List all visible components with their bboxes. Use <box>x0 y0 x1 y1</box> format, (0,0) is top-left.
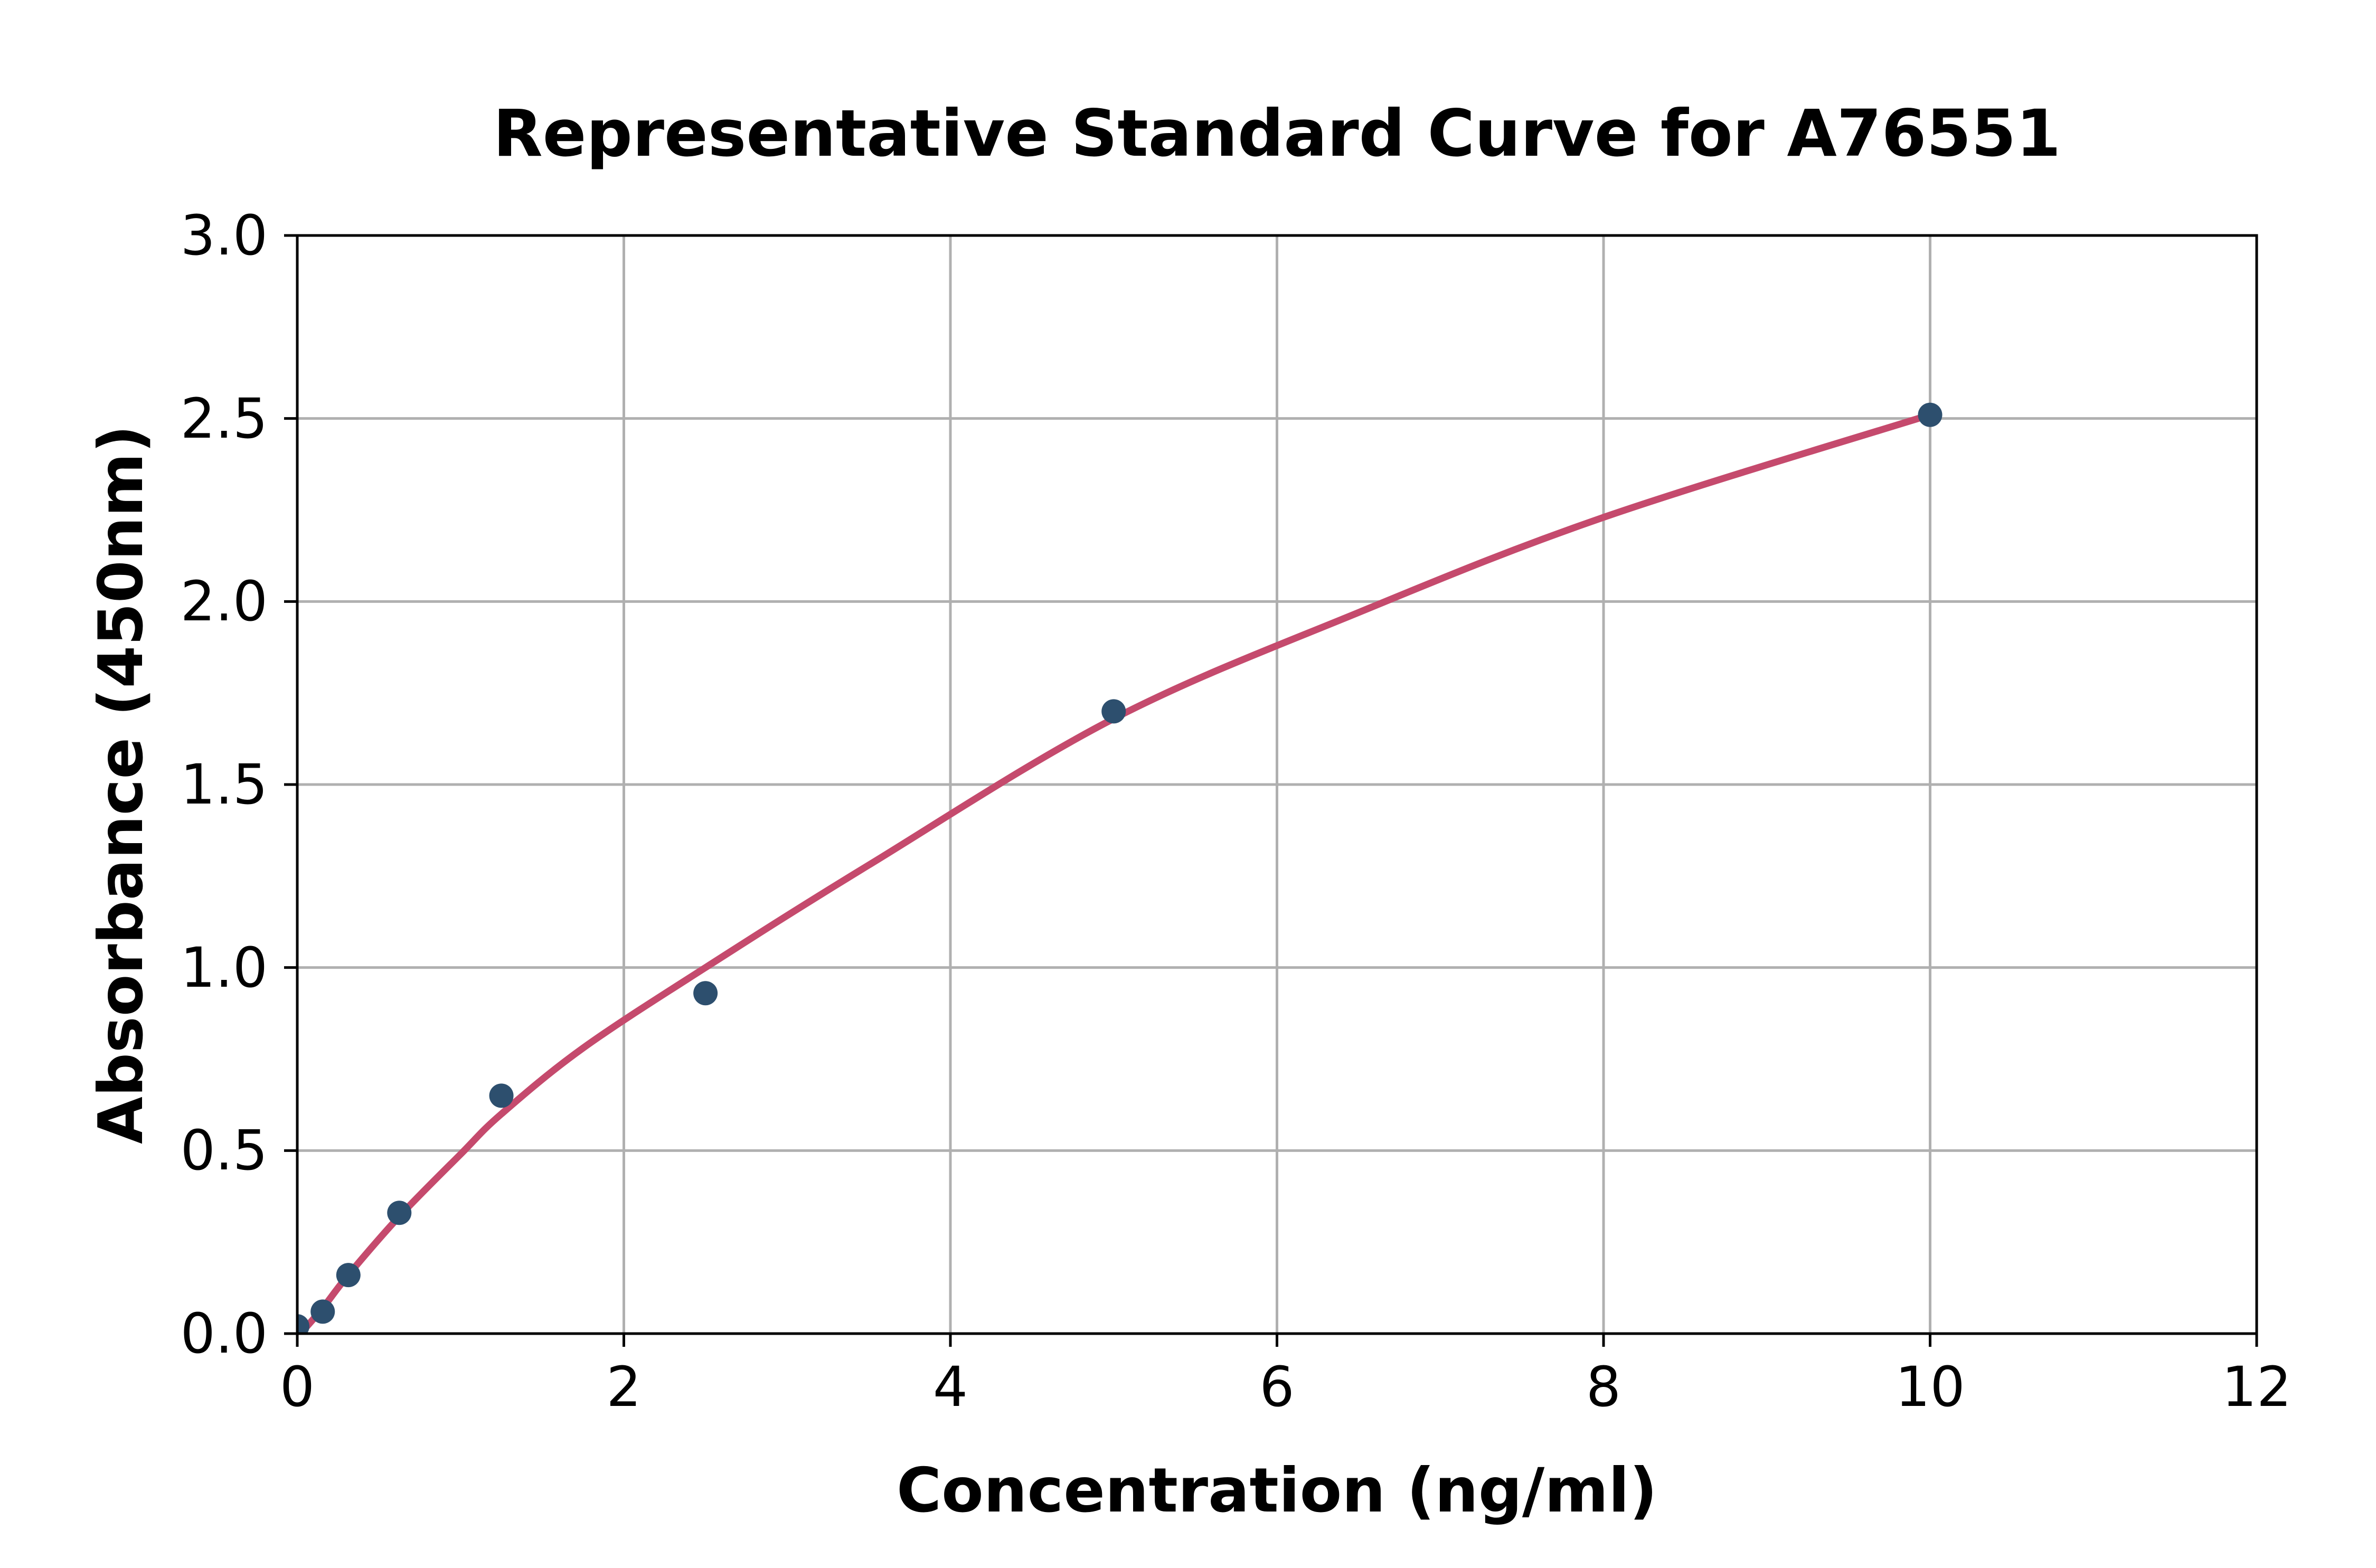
x-tick-label: 2 <box>606 1355 642 1419</box>
y-tick-label: 0.5 <box>180 1118 268 1183</box>
plot-frame <box>296 234 2258 1335</box>
fitted-curve-line <box>297 411 1934 1334</box>
data-point <box>1918 402 1943 427</box>
x-tick-label: 4 <box>932 1355 968 1419</box>
x-tick-label: 6 <box>1259 1355 1295 1419</box>
data-point <box>387 1201 412 1225</box>
data-point <box>336 1263 361 1288</box>
y-tick-label: 1.5 <box>180 752 268 817</box>
data-point <box>693 981 718 1006</box>
x-tick-label: 10 <box>1895 1355 1965 1419</box>
data-point <box>489 1083 514 1108</box>
y-tick-label: 1.0 <box>180 935 268 1000</box>
x-tick-label: 8 <box>1586 1355 1621 1419</box>
data-point <box>1101 699 1126 724</box>
x-tick-label: 12 <box>2221 1355 2292 1419</box>
x-axis-label: Concentration (ng/ml) <box>897 1455 1657 1526</box>
y-tick-label: 3.0 <box>180 203 268 268</box>
y-tick-label: 0.0 <box>180 1301 268 1366</box>
y-tick-label: 2.5 <box>180 386 268 451</box>
data-point <box>297 1314 309 1334</box>
x-tick-label: 0 <box>279 1355 315 1419</box>
chart-title: Representative Standard Curve for A76551 <box>493 96 2061 171</box>
y-tick-label: 2.0 <box>180 569 268 634</box>
data-point <box>310 1299 335 1324</box>
y-axis-label: Absorbance (450nm) <box>86 424 157 1145</box>
